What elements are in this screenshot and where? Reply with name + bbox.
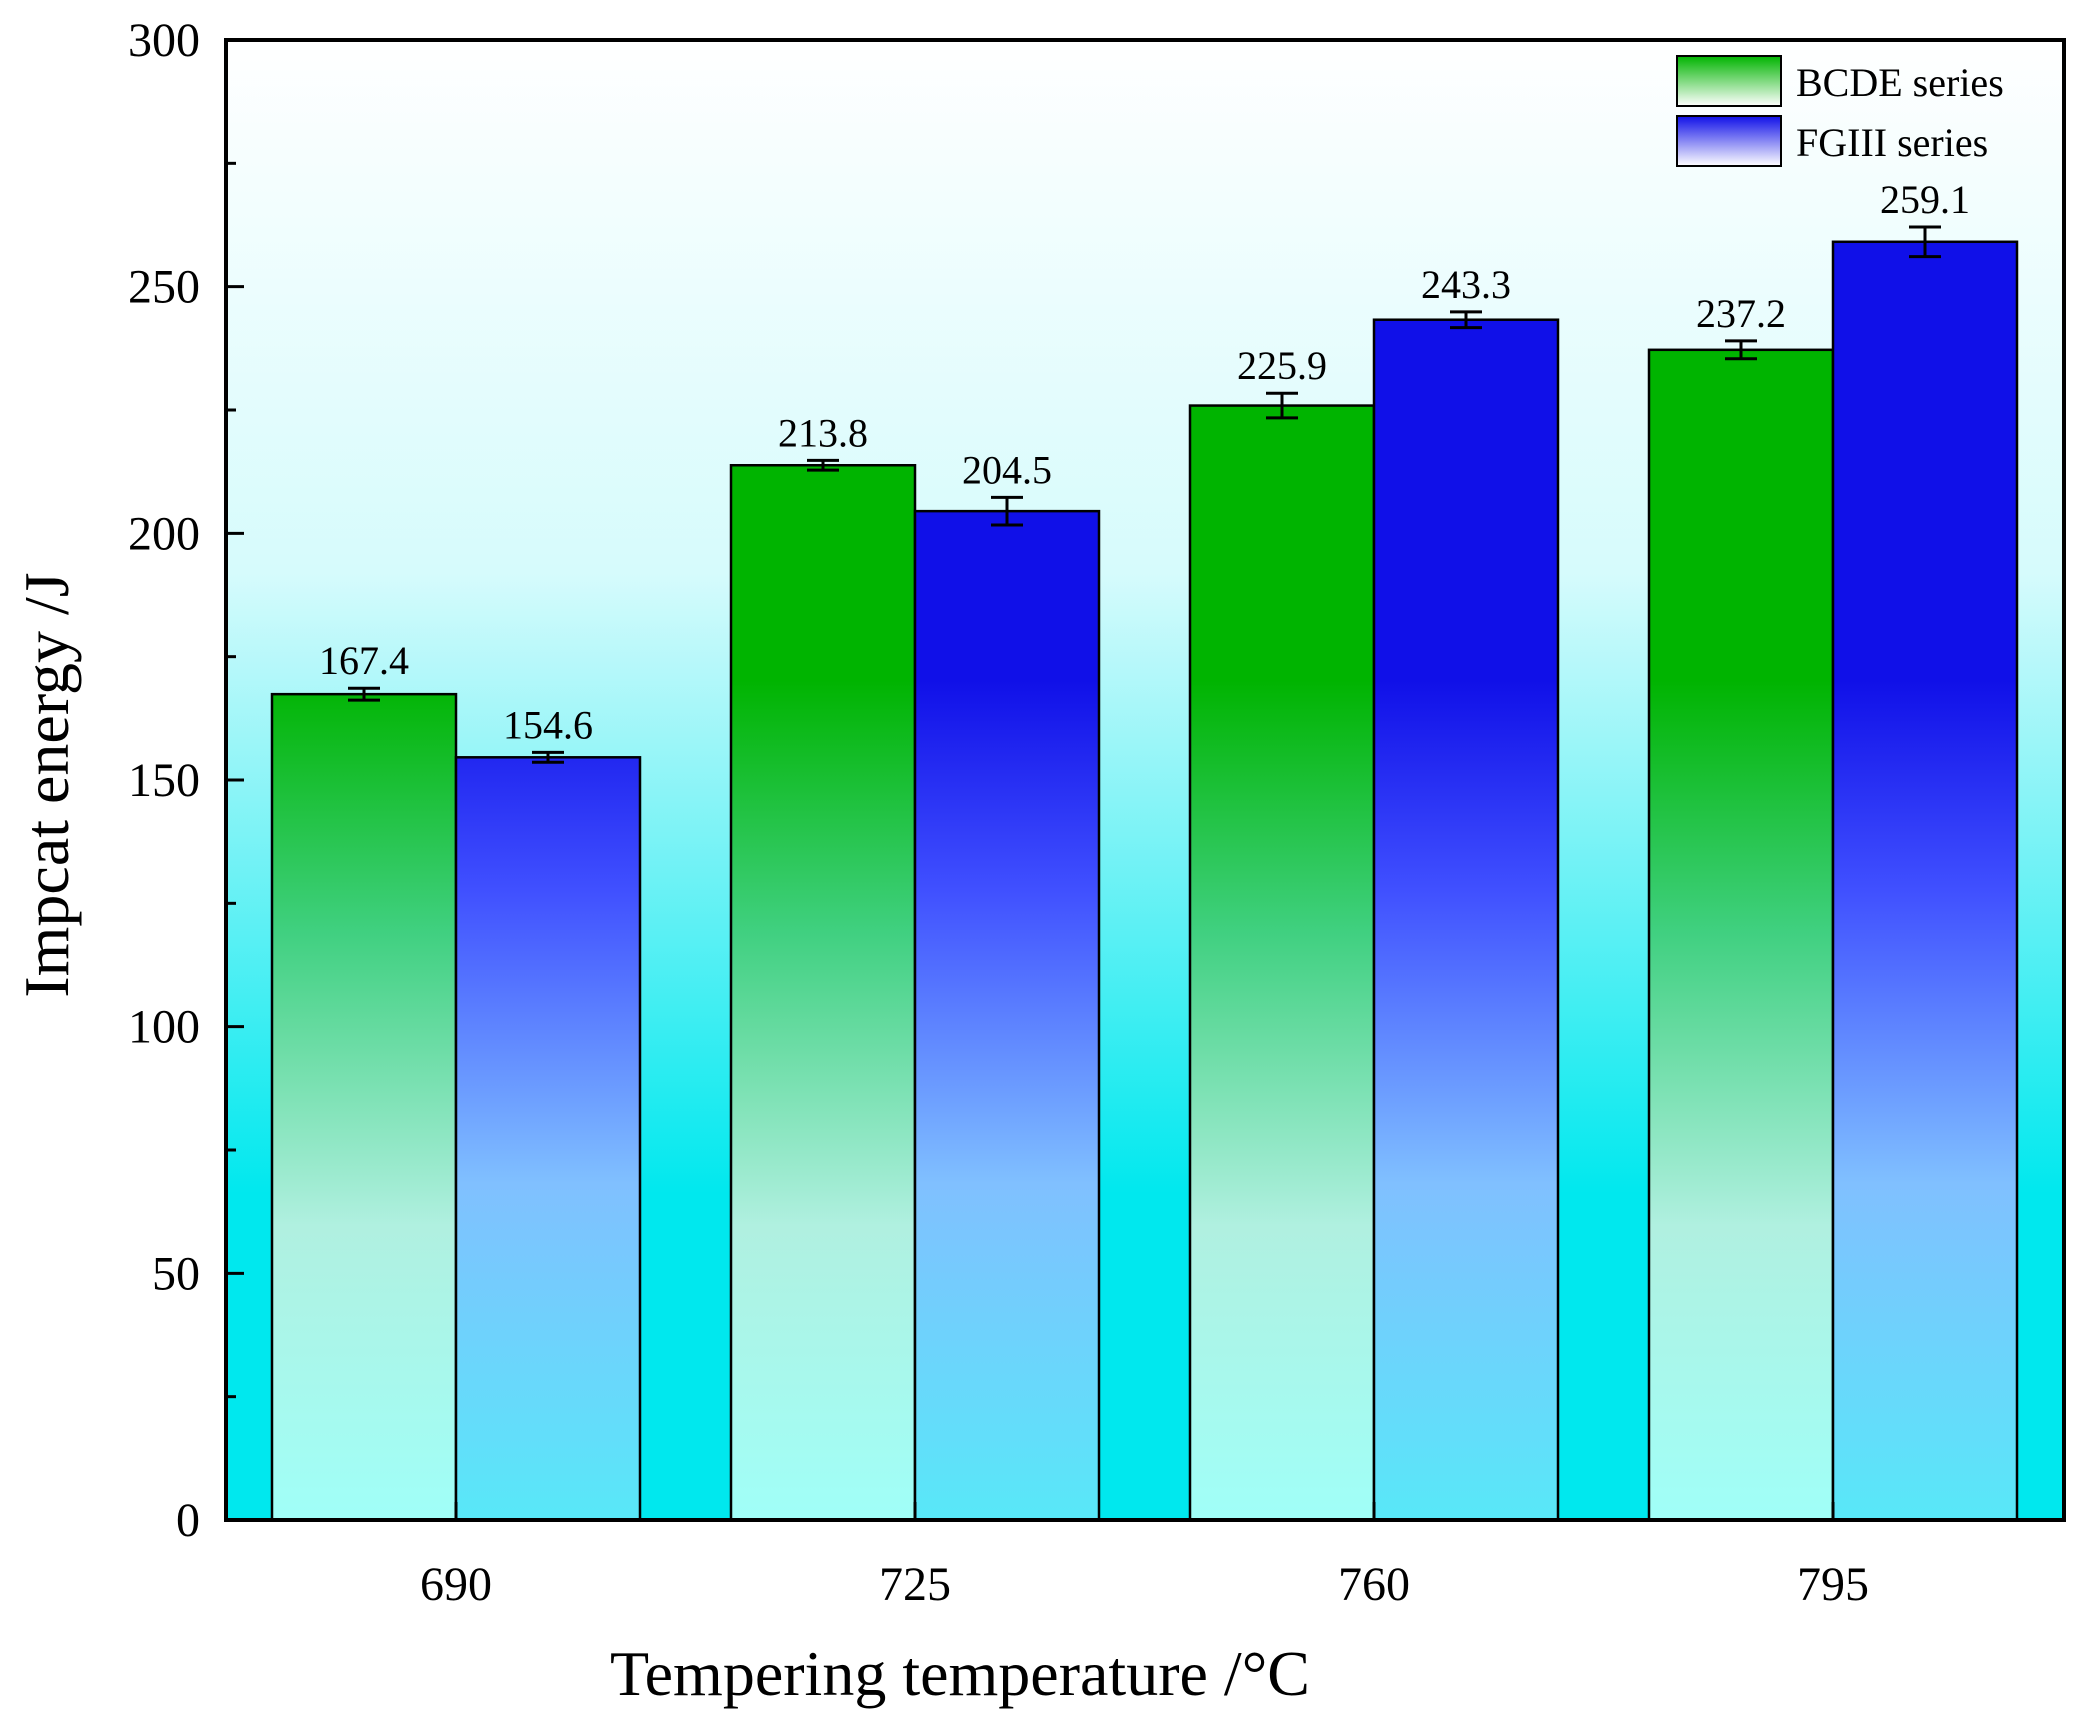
error-bars [348,225,1941,764]
bar-bcde-795 [1647,348,1835,1522]
error-bar-bcde-725 [807,458,839,472]
error-bar-fgiii-725 [991,495,1023,527]
y-axis-title: Impcat energy /J [11,572,82,997]
error-bar-bcde-690 [348,686,380,702]
error-bar-fgiii-795 [1909,225,1941,259]
x-axis: 690 725 760 795 [420,1502,1869,1611]
y-tick-label-100: 100 [128,1001,200,1054]
y-tick-label-150: 150 [128,754,200,807]
value-label-fgiii-725: 204.5 [962,447,1052,492]
y-tick-label-300: 300 [128,14,200,67]
value-label-fgiii-690: 154.6 [503,702,593,747]
x-tick-label-690: 690 [420,1558,492,1611]
error-bar-bcde-760 [1266,391,1298,420]
value-label-bcde-690: 167.4 [319,638,409,683]
value-label-bcde-795: 237.2 [1696,291,1786,336]
value-label-fgiii-760: 243.3 [1421,262,1511,307]
bar-fgiii-690 [454,756,642,1522]
value-label-bcde-760: 225.9 [1237,343,1327,388]
x-axis-title: Tempering temperature /°C [610,1638,1310,1709]
legend-label-fgiii: FGIII series [1796,120,1988,165]
bar-bcde-760 [1188,404,1376,1522]
legend-swatch-bcde [1676,55,1782,107]
value-label-fgiii-795: 259.1 [1880,177,1970,222]
bars [270,240,2019,1522]
x-tick-label-725: 725 [879,1558,951,1611]
error-bar-fgiii-690 [532,750,564,764]
x-tick-label-795: 795 [1797,1558,1869,1611]
value-label-bcde-725: 213.8 [778,410,868,455]
y-tick-label-200: 200 [128,507,200,560]
y-tick-label-250: 250 [128,261,200,314]
legend: BCDE series FGIII series [1676,55,2004,167]
y-tick-label-0: 0 [176,1494,200,1547]
y-tick-label-50: 50 [152,1247,200,1300]
y-axis: 0 50 100 150 200 250 300 [128,14,244,1547]
bar-fgiii-760 [1372,318,1560,1522]
x-tick-label-760: 760 [1338,1558,1410,1611]
bar-bcde-725 [729,464,917,1522]
value-labels: 167.4 154.6 213.8 204.5 225.9 243.3 237.2 259.1 [319,177,1970,747]
bar-fgiii-795 [1831,240,2019,1522]
error-bar-fgiii-760 [1450,310,1482,330]
legend-label-bcde: BCDE series [1796,60,2004,105]
error-bar-bcde-795 [1725,339,1757,361]
bar-bcde-690 [270,692,458,1522]
legend-swatch-fgiii [1676,115,1782,167]
bar-fgiii-725 [913,509,1101,1522]
